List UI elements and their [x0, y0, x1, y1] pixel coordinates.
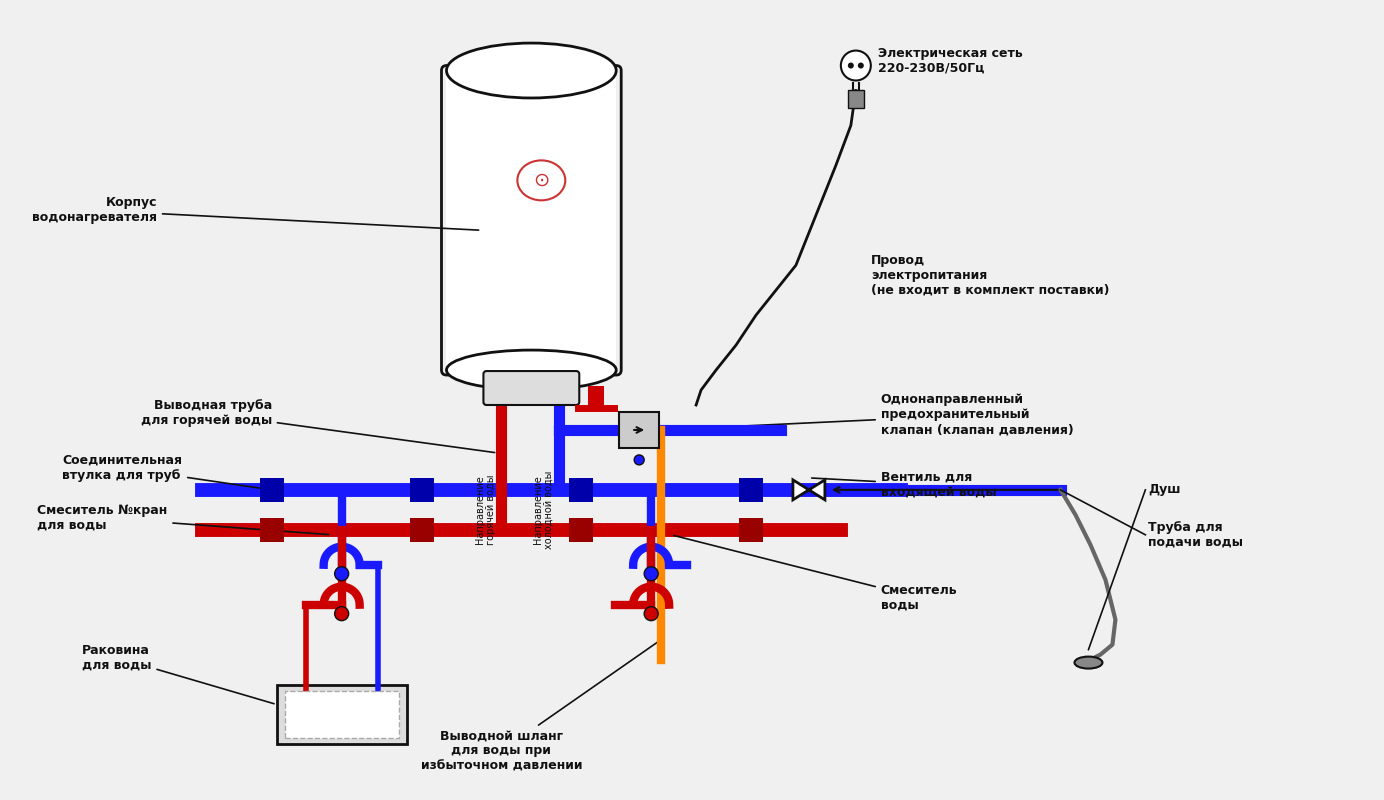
Bar: [569, 518, 594, 542]
Bar: [739, 478, 763, 502]
Text: Труба для
подачи воды: Труба для подачи воды: [1149, 521, 1243, 549]
Text: Электрическая сеть
220-230В/50Гц: Электрическая сеть 220-230В/50Гц: [877, 46, 1023, 74]
Bar: [588, 386, 605, 408]
Bar: [739, 518, 763, 542]
Circle shape: [335, 606, 349, 621]
Ellipse shape: [447, 43, 616, 98]
Bar: [619, 412, 659, 448]
Circle shape: [335, 566, 349, 581]
Text: Выводная труба
для горячей воды: Выводная труба для горячей воды: [141, 399, 494, 453]
FancyBboxPatch shape: [483, 371, 580, 405]
Ellipse shape: [1074, 657, 1103, 669]
Text: Направление
горячей воды: Направление горячей воды: [475, 474, 497, 545]
Bar: [447, 70, 616, 370]
Text: Провод
электропитания
(не входит в комплект поставки): Провод электропитания (не входит в компл…: [871, 254, 1110, 297]
Ellipse shape: [447, 350, 616, 390]
Bar: [260, 518, 284, 542]
Circle shape: [858, 62, 864, 69]
Bar: [848, 90, 864, 109]
Bar: [410, 518, 433, 542]
Circle shape: [644, 606, 659, 621]
Bar: [569, 478, 594, 502]
Text: Однонаправленный
предохранительный
клапан (клапан давления): Однонаправленный предохранительный клапа…: [662, 394, 1074, 437]
Text: Душ: Душ: [1149, 483, 1181, 496]
Bar: [285, 690, 399, 738]
Circle shape: [644, 566, 659, 581]
Circle shape: [841, 50, 871, 81]
Bar: [260, 478, 284, 502]
Bar: [277, 685, 407, 745]
Text: Раковина
для воды: Раковина для воды: [82, 643, 274, 704]
Text: Корпус
водонагревателя: Корпус водонагревателя: [32, 196, 479, 230]
Text: Смеситель №кран
для воды: Смеситель №кран для воды: [37, 504, 329, 534]
Text: Направление
холодной воды: Направление холодной воды: [533, 470, 554, 549]
Text: Смеситель
воды: Смеситель воды: [674, 535, 958, 612]
Ellipse shape: [518, 160, 565, 200]
Circle shape: [848, 62, 854, 69]
Circle shape: [634, 455, 644, 465]
Text: Вентиль для
входящей воды: Вентиль для входящей воды: [811, 471, 996, 499]
Bar: [410, 478, 433, 502]
Text: Выводной шланг
для воды при
избыточном давлении: Выводной шланг для воды при избыточном д…: [421, 642, 659, 773]
Text: ⊙: ⊙: [533, 171, 549, 190]
Text: Соединительная
втулка для труб: Соединительная втулка для труб: [62, 454, 268, 490]
Polygon shape: [793, 480, 825, 500]
